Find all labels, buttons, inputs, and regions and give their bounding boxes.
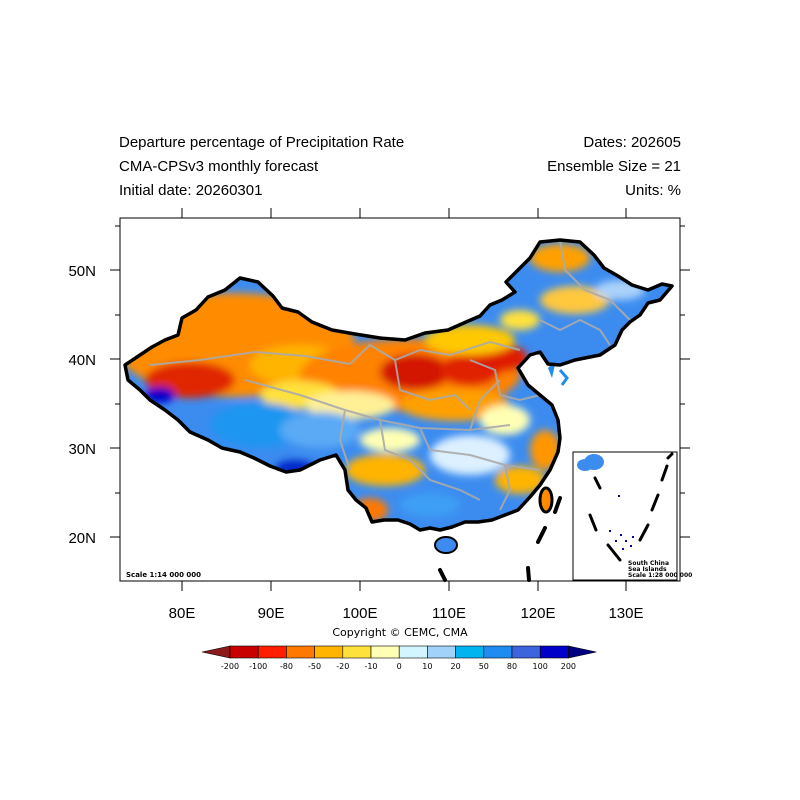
ensemble-size: Ensemble Size = 21	[547, 158, 681, 175]
colorbar-box	[511, 645, 541, 659]
colorbar-label: 10	[422, 662, 432, 671]
x-tick-label: 80E	[169, 605, 196, 622]
x-tick-label: 90E	[258, 605, 285, 622]
colorbar-label: -200	[221, 662, 239, 671]
colorbar-box	[370, 645, 400, 659]
colorbar-label: -100	[249, 662, 267, 671]
forecast-dates: Dates: 202605	[583, 134, 681, 151]
x-tick-label: 130E	[608, 605, 643, 622]
units-label: Units: %	[625, 182, 681, 199]
colorbar-label: 50	[479, 662, 489, 671]
colorbar-box	[286, 645, 315, 659]
svg-text:Scale 1:28 000 000: Scale 1:28 000 000	[628, 572, 692, 579]
colorbar-label: 20	[451, 662, 461, 671]
y-tick-label: 40N	[68, 352, 96, 369]
colorbar-box	[342, 645, 372, 659]
colorbar-arrow-high	[568, 645, 597, 659]
chart-subtitle: CMA-CPSv3 monthly forecast	[119, 158, 319, 175]
initial-date: Initial date: 20260301	[119, 182, 263, 199]
y-tick-label: 50N	[68, 263, 96, 280]
colorbar-box	[257, 645, 287, 659]
colorbar-label: 0	[397, 662, 402, 671]
colorbar-label: 80	[507, 662, 517, 671]
x-tick-label: 120E	[520, 605, 555, 622]
colorbar-label: -10	[364, 662, 377, 671]
svg-text:Sea Islands: Sea Islands	[628, 566, 667, 573]
colorbar-label: -80	[280, 662, 293, 671]
colorbar-label: 200	[561, 662, 576, 671]
inset-map: South China Sea Islands Scale 1:28 000 0…	[572, 451, 692, 581]
taiwan-island	[538, 486, 554, 514]
colorbar-box	[427, 645, 456, 659]
colorbar-label: -50	[308, 662, 321, 671]
svg-text:South China: South China	[628, 560, 669, 567]
y-tick-label: 30N	[68, 441, 96, 458]
colorbar-arrow-low	[201, 645, 231, 659]
colorbar-box	[483, 645, 513, 659]
hainan-island	[434, 536, 458, 554]
colorbar-box	[398, 645, 428, 659]
dash-line	[438, 496, 562, 582]
colorbar-label: -20	[336, 662, 349, 671]
y-tick-label: 20N	[68, 530, 96, 547]
scale-label: Scale 1:14 000 000	[126, 571, 201, 579]
copyright: Copyright © CEMC, CMA	[332, 626, 468, 639]
x-tick-label: 100E	[342, 605, 377, 622]
colorbar-box	[539, 645, 569, 659]
colorbar: -200 -100 -80 -50 -20 -10 0 10 20 50 80 100 200	[201, 645, 597, 671]
colorbar-box	[455, 645, 485, 659]
axis-ticks	[110, 208, 690, 591]
colorbar-box	[229, 645, 259, 659]
x-tick-label: 110E	[432, 605, 466, 622]
colorbar-box	[314, 645, 344, 659]
colorbar-label: 100	[533, 662, 548, 671]
chart-title: Departure percentage of Precipitation Ra…	[119, 134, 405, 151]
